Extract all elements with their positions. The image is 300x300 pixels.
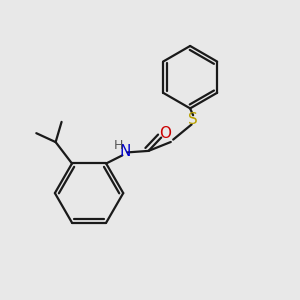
Text: O: O bbox=[159, 126, 171, 141]
Text: H: H bbox=[113, 139, 123, 152]
Text: S: S bbox=[188, 112, 198, 127]
Text: N: N bbox=[119, 144, 130, 159]
